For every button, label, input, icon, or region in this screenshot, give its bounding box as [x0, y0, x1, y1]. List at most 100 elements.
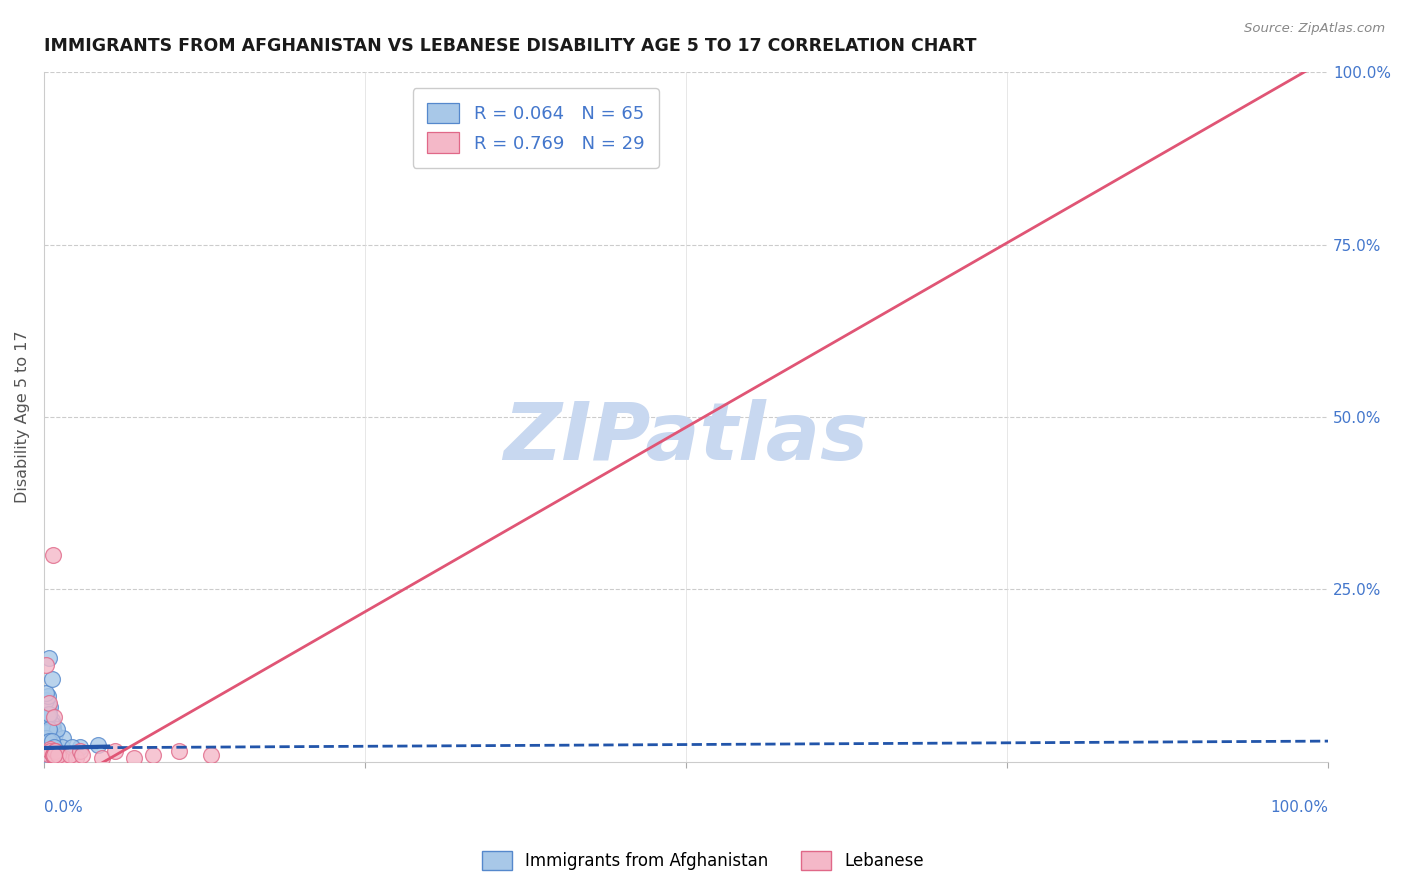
Point	[35, 747, 58, 762]
Point	[41, 739, 63, 754]
Point	[44, 747, 66, 762]
Legend: Immigrants from Afghanistan, Lebanese: Immigrants from Afghanistan, Lebanese	[475, 844, 931, 877]
Legend: R = 0.064   N = 65, R = 0.769   N = 29: R = 0.064 N = 65, R = 0.769 N = 29	[412, 88, 659, 168]
Point	[60, 739, 83, 754]
Point	[72, 747, 94, 762]
Point	[38, 706, 60, 721]
Text: ZIPatlas: ZIPatlas	[503, 399, 869, 476]
Point	[53, 751, 76, 765]
Point	[37, 747, 59, 762]
Point	[37, 699, 59, 714]
Point	[69, 739, 91, 754]
Point	[38, 727, 60, 741]
Text: Source: ZipAtlas.com: Source: ZipAtlas.com	[1244, 22, 1385, 36]
Point	[42, 739, 65, 754]
Point	[44, 747, 66, 762]
Point	[45, 722, 67, 736]
Point	[44, 741, 66, 756]
Point	[44, 710, 66, 724]
Point	[41, 734, 63, 748]
Point	[35, 738, 58, 752]
Point	[39, 744, 62, 758]
Point	[38, 747, 60, 761]
Point	[38, 747, 60, 761]
Point	[42, 548, 65, 562]
Text: 0.0%: 0.0%	[44, 800, 83, 814]
Point	[69, 744, 91, 758]
Point	[42, 747, 65, 762]
Point	[44, 738, 66, 752]
Point	[38, 747, 60, 762]
Point	[44, 739, 66, 754]
Point	[35, 731, 58, 745]
Point	[200, 747, 222, 762]
Text: IMMIGRANTS FROM AFGHANISTAN VS LEBANESE DISABILITY AGE 5 TO 17 CORRELATION CHART: IMMIGRANTS FROM AFGHANISTAN VS LEBANESE …	[44, 37, 976, 55]
Point	[38, 696, 60, 710]
Point	[44, 747, 66, 762]
Point	[37, 747, 59, 761]
Point	[45, 739, 67, 754]
Point	[41, 729, 63, 743]
Point	[48, 750, 70, 764]
Point	[42, 747, 65, 762]
Point	[44, 727, 66, 741]
Point	[87, 738, 110, 752]
Text: 100.0%: 100.0%	[1270, 800, 1329, 814]
Point	[41, 747, 63, 762]
Point	[37, 710, 59, 724]
Point	[48, 747, 70, 762]
Point	[37, 690, 59, 704]
Point	[122, 751, 145, 765]
Point	[38, 720, 60, 734]
Point	[39, 734, 62, 748]
Point	[41, 747, 63, 762]
Y-axis label: Disability Age 5 to 17: Disability Age 5 to 17	[15, 331, 30, 503]
Point	[39, 699, 62, 714]
Point	[37, 720, 59, 734]
Point	[38, 738, 60, 752]
Point	[41, 747, 63, 762]
Point	[103, 744, 125, 758]
Point	[41, 714, 63, 728]
Point	[44, 738, 66, 752]
Point	[38, 710, 60, 724]
Point	[52, 731, 75, 745]
Point	[38, 734, 60, 748]
Point	[44, 739, 66, 754]
Point	[142, 747, 165, 762]
Point	[65, 751, 87, 765]
Point	[44, 744, 66, 758]
Point	[35, 686, 58, 700]
Point	[46, 747, 69, 762]
Point	[44, 739, 66, 754]
Point	[90, 751, 112, 765]
Point	[45, 750, 67, 764]
Point	[38, 723, 60, 738]
Point	[42, 747, 65, 762]
Point	[167, 744, 190, 758]
Point	[38, 744, 60, 758]
Point	[35, 723, 58, 738]
Point	[37, 734, 59, 748]
Point	[38, 651, 60, 665]
Point	[41, 672, 63, 686]
Point	[41, 747, 63, 762]
Point	[38, 706, 60, 721]
Point	[44, 744, 66, 758]
Point	[39, 742, 62, 756]
Point	[38, 722, 60, 736]
Point	[37, 706, 59, 721]
Point	[49, 750, 72, 764]
Point	[51, 739, 73, 754]
Point	[41, 716, 63, 731]
Point	[41, 738, 63, 752]
Point	[38, 731, 60, 745]
Point	[42, 720, 65, 734]
Point	[42, 723, 65, 738]
Point	[42, 747, 65, 762]
Point	[58, 747, 80, 762]
Point	[35, 658, 58, 673]
Point	[39, 734, 62, 748]
Point	[35, 692, 58, 706]
Point	[41, 716, 63, 731]
